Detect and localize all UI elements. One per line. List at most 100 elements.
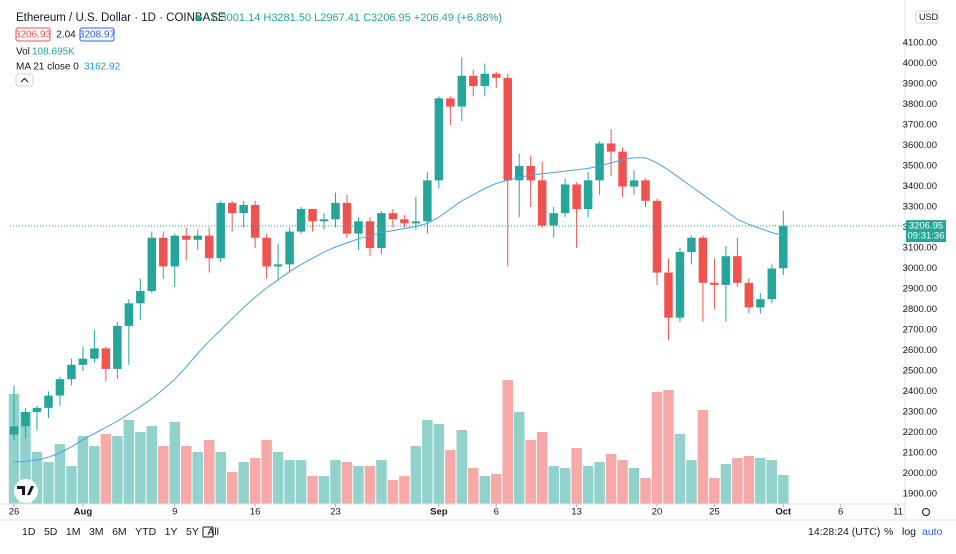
volume-bar — [20, 412, 31, 504]
volume-legend: Vol — [16, 47, 30, 58]
volume-bar — [238, 462, 249, 504]
y-tick-label: 3000.00 — [903, 263, 937, 274]
candle-body — [273, 264, 283, 267]
volume-bar — [697, 410, 709, 504]
ask[interactable]: 3208.97 — [79, 30, 116, 41]
candle-body — [136, 291, 145, 304]
volume-bar — [330, 460, 341, 504]
volume-bar — [399, 476, 410, 504]
candle-body — [698, 237, 708, 283]
volume-bar — [456, 430, 468, 504]
candle-body — [744, 282, 754, 308]
scale-button[interactable]: auto — [922, 526, 943, 538]
date-range-icon[interactable] — [202, 526, 214, 538]
y-tick-label: 2800.00 — [903, 304, 937, 315]
candle-body — [595, 143, 604, 181]
currency-button[interactable] — [915, 10, 939, 24]
collapse-icon — [20, 77, 29, 83]
candle-body — [159, 237, 168, 267]
volume-bar — [778, 475, 789, 504]
currency[interactable]: USD — [919, 12, 939, 22]
candle-body — [262, 237, 271, 267]
y-tick-label: 2600.00 — [903, 345, 937, 356]
candle-body — [514, 165, 524, 181]
candle-body — [308, 209, 317, 222]
volume-bar — [491, 474, 502, 504]
candle-body — [664, 272, 673, 318]
candle-body — [124, 303, 134, 326]
volume-bar — [755, 458, 766, 504]
candle-body — [779, 226, 788, 269]
ask-box[interactable] — [79, 27, 115, 42]
volume-legend-value: 108.695K — [32, 47, 75, 58]
candle-body — [549, 213, 558, 226]
scale-button[interactable]: % — [884, 526, 893, 538]
volume-bar — [100, 434, 112, 504]
x-tick-label: 11 — [893, 507, 903, 518]
collapse-button[interactable] — [15, 73, 34, 87]
range-button[interactable]: 6M — [112, 526, 127, 538]
range-button[interactable]: 3M — [89, 526, 104, 538]
range-button[interactable]: 1D — [22, 526, 36, 538]
volume-bar — [605, 454, 617, 504]
logo-bg — [14, 479, 38, 503]
bid[interactable]: 3206.93 — [15, 30, 52, 41]
candle-body — [377, 213, 386, 248]
y-tick-label: 3700.00 — [903, 120, 937, 131]
range-button[interactable]: 1Y — [165, 526, 178, 538]
candle-body — [296, 209, 306, 232]
range-button[interactable]: 5Y — [186, 526, 199, 538]
volume-bar — [628, 468, 640, 504]
candle-body — [227, 202, 237, 214]
x-tick-label: 9 — [172, 507, 177, 518]
volume-bar — [77, 436, 89, 504]
candle-body — [446, 98, 455, 107]
y-tick-label: 2200.00 — [903, 427, 937, 438]
candle-body — [641, 180, 650, 201]
volume-bar — [479, 476, 491, 504]
candle-body — [526, 165, 535, 181]
y-tick-label: 3400.00 — [903, 181, 937, 192]
x-tick-label: Aug — [74, 507, 93, 518]
candle-body — [101, 348, 111, 369]
volume-bar — [353, 466, 364, 504]
candle-body — [170, 235, 180, 267]
candle-body — [78, 358, 88, 365]
range-button[interactable]: YTD — [135, 526, 156, 538]
candle-body — [423, 180, 432, 222]
candle-body — [469, 75, 478, 87]
volume-bar — [112, 436, 123, 504]
x-tick-label: 6 — [838, 507, 843, 518]
volume-bar — [513, 412, 525, 504]
y-tick-label: 3800.00 — [903, 99, 937, 110]
volume-bar — [249, 458, 261, 504]
bid-box[interactable] — [15, 27, 51, 42]
x-tick-label: 25 — [709, 507, 720, 518]
range-button[interactable]: 5D — [44, 526, 58, 538]
ohlc-legend: O3001.14 H3281.50 L2967.41 C3206.95 +206… — [212, 12, 502, 24]
volume-bar — [536, 432, 548, 504]
scale-button[interactable]: log — [902, 526, 916, 538]
volume-bar — [261, 440, 272, 504]
last-price-label: 3206.95 — [909, 221, 943, 232]
volume-bar — [433, 424, 445, 504]
candle-body — [239, 204, 248, 214]
volume-bar — [318, 476, 330, 504]
y-tick-label: 2000.00 — [903, 468, 937, 479]
candle-body — [9, 426, 19, 435]
volume-bar — [674, 434, 686, 504]
settings-icon[interactable] — [922, 508, 930, 516]
candle-body — [181, 235, 191, 240]
range-button[interactable]: 1M — [66, 526, 81, 538]
volume-bar — [284, 460, 295, 504]
volume-bar — [387, 480, 399, 504]
moving-average — [13, 157, 784, 463]
candle-body — [342, 202, 352, 234]
volume-bar — [8, 394, 20, 504]
candle-body — [365, 221, 375, 248]
candle-body — [216, 202, 225, 259]
y-tick-label: 3500.00 — [903, 161, 937, 172]
x-tick-label: 16 — [250, 507, 261, 518]
candle-body — [388, 213, 398, 220]
